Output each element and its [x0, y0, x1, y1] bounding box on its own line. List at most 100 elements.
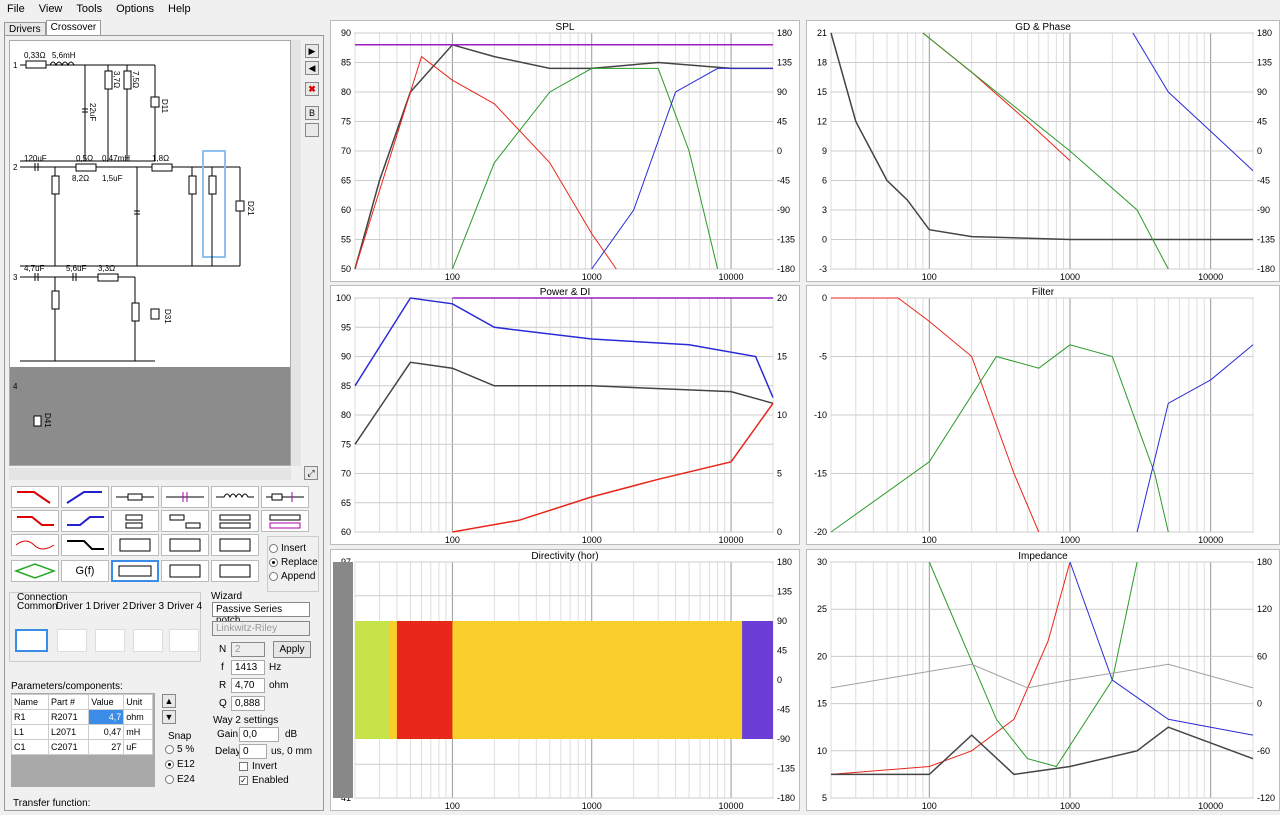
filter-chart[interactable]: Filter 0 -5 -10 -15 -20 100 1000 10000 [806, 285, 1280, 545]
b-button[interactable]: B [305, 106, 319, 120]
transfer-gf-button[interactable]: G(f) [61, 560, 109, 582]
svg-text:D11: D11 [160, 99, 169, 114]
lowpass-icon[interactable] [11, 486, 59, 508]
tick-label: 0 [777, 146, 782, 156]
wizard-align-select[interactable]: Linkwitz-Riley [212, 621, 310, 636]
mode-replace[interactable]: Replace [269, 557, 318, 568]
highpass-icon[interactable] [61, 486, 109, 508]
lowpass-shelf-icon[interactable] [11, 510, 59, 532]
series-rc-icon[interactable] [261, 486, 309, 508]
conn-driver3-label: Driver 3 [129, 601, 165, 612]
fit-icon[interactable]: ⤢ [304, 466, 318, 480]
conn-driver1-icon[interactable] [57, 629, 87, 652]
cell[interactable]: 27 [88, 739, 125, 755]
directivity-chart[interactable]: Directivity (hor) 9789817365574941180135… [330, 549, 800, 811]
series-notch-icon[interactable] [111, 560, 159, 582]
tick-label: 100 [336, 293, 351, 303]
schematic-canvas[interactable]: 1 0,33Ω 5,6mH 22uF 3,7Ω 7,5Ω D11 2 120uF… [9, 40, 291, 466]
level-icon[interactable] [61, 534, 109, 556]
tick-label: 135 [777, 587, 792, 597]
power-di-chart[interactable]: Power & DI 100 95 90 85 80 75 70 65 60 20 15 10 5 0 10… [330, 285, 800, 545]
gd-phase-chart[interactable]: GD & Phase 21 18 15 12 9 6 3 0 -3 180 135 90 45 0 -45 -… [806, 20, 1280, 282]
series-inductor-icon[interactable] [211, 486, 259, 508]
bandpass-icon[interactable] [11, 560, 59, 582]
snap-e12[interactable]: E12 [165, 759, 195, 770]
enabled-checkbox[interactable]: ✓ Enabled [239, 775, 289, 786]
apply-button[interactable]: Apply [273, 641, 311, 658]
menu-view[interactable]: View [38, 3, 63, 15]
total-response-line [354, 43, 773, 270]
schematic-hscroll[interactable] [9, 468, 291, 480]
tick-label: 10000 [719, 272, 744, 282]
conn-common-icon[interactable] [15, 629, 48, 652]
wizard-type-select[interactable]: Passive Series notch [212, 602, 310, 626]
tick-label: 0 [777, 527, 782, 537]
svg-text:5,6uF: 5,6uF [66, 264, 87, 273]
tick-label: 0 [822, 235, 827, 245]
table-row[interactable]: C1 C2071 27 uF [10, 739, 153, 755]
schematic-vscroll[interactable] [291, 40, 301, 466]
toggle-button[interactable] [305, 123, 319, 137]
snap-5pct[interactable]: 5 % [165, 744, 194, 755]
conn-driver3-icon[interactable] [133, 629, 163, 652]
r-input[interactable]: 4,70 [231, 678, 265, 693]
delete-icon[interactable]: ✖ [305, 82, 319, 96]
gd-plot: 21 18 15 12 9 6 3 0 -3 180 135 90 45 0 -45 -90 -135 -180 1… [817, 28, 1275, 282]
mid-phase-line [922, 32, 1169, 270]
q-input[interactable]: 0,888 [231, 696, 265, 711]
conn-driver4-icon[interactable] [169, 629, 199, 652]
woofer-response-line [354, 55, 617, 270]
menu-help[interactable]: Help [168, 3, 191, 15]
cell: C1 [10, 739, 50, 755]
cell: L1 [10, 724, 50, 740]
params-title: Parameters/components: [11, 681, 123, 692]
menu-options[interactable]: Options [116, 3, 154, 15]
cell[interactable]: 4,7 [88, 709, 125, 725]
mode-append[interactable]: Append [269, 571, 315, 582]
back-icon[interactable]: ◀ [305, 61, 319, 75]
gain-input[interactable]: 0,0 [239, 727, 279, 742]
series-capacitor-icon[interactable] [161, 486, 209, 508]
delay-input[interactable]: 0 [239, 744, 267, 759]
mode-label: Insert [281, 543, 307, 554]
parallel-rc-icon[interactable] [111, 510, 159, 532]
enabled-label: Enabled [252, 775, 289, 786]
series-resistor-icon[interactable] [111, 486, 159, 508]
invert-checkbox[interactable]: Invert [239, 761, 277, 772]
snap-e24[interactable]: E24 [165, 774, 195, 785]
mode-insert[interactable]: Insert [269, 543, 306, 554]
highpass-shelf-icon[interactable] [61, 510, 109, 532]
tick-label: 180 [777, 28, 792, 38]
parallel-lc-icon[interactable] [211, 510, 259, 532]
series-lc-notch-icon[interactable] [211, 560, 259, 582]
svg-text:0,5Ω: 0,5Ω [76, 154, 93, 163]
f-input[interactable]: 1413 [231, 660, 265, 675]
tick-label: 75 [341, 439, 351, 449]
n-select[interactable]: 2 [231, 642, 265, 657]
chart-title: Filter [1031, 287, 1055, 298]
notch-rlc-icon[interactable] [111, 534, 159, 556]
notch-lc-icon[interactable] [211, 534, 259, 556]
arrow-up-icon[interactable]: ▲ [162, 694, 176, 708]
tick-label: -90 [777, 205, 790, 215]
notch-rl-icon[interactable] [161, 534, 209, 556]
svg-text:4,7uF: 4,7uF [24, 264, 45, 273]
series-rl-notch-icon[interactable] [161, 560, 209, 582]
impedance-chart[interactable]: Impedance 30 25 20 15 10 5 180 120 60 0 -60 -120 100… [806, 549, 1280, 811]
spl-chart[interactable]: SPL 90 85 80 75 70 65 60 55 50 180 135 90 45 0 -45 -90 -… [330, 20, 800, 282]
arrow-down-icon[interactable]: ▼ [162, 710, 176, 724]
table-row[interactable]: L1 L2071 0,47 mH [10, 724, 153, 740]
tab-crossover[interactable]: Crossover [45, 20, 102, 37]
allpass-icon[interactable] [11, 534, 59, 556]
menu-file[interactable]: File [7, 3, 25, 15]
tweeter-filter-line [1136, 344, 1254, 533]
play-icon[interactable]: ▶ [305, 44, 319, 58]
parallel-rlc-icon[interactable] [261, 510, 309, 532]
conn-driver2-icon[interactable] [95, 629, 125, 652]
tick-label: 10000 [1198, 535, 1223, 545]
table-row[interactable]: R1 R2071 4,7 ohm [10, 709, 153, 725]
tab-drivers[interactable]: Drivers [4, 22, 46, 37]
parallel-rl-icon[interactable] [161, 510, 209, 532]
cell[interactable]: 0,47 [88, 724, 125, 740]
menu-tools[interactable]: Tools [76, 3, 103, 15]
